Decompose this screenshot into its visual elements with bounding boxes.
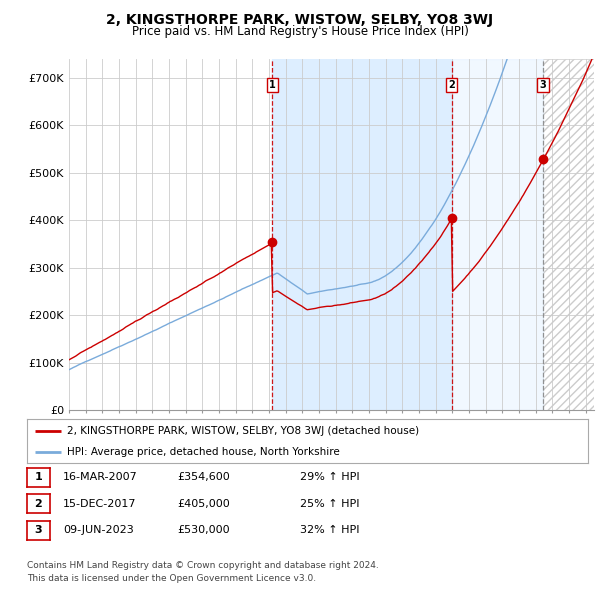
Text: 2: 2 xyxy=(35,499,42,509)
Text: 1: 1 xyxy=(35,473,42,482)
Text: Contains HM Land Registry data © Crown copyright and database right 2024.
This d: Contains HM Land Registry data © Crown c… xyxy=(27,562,379,583)
Bar xyxy=(452,59,543,410)
Text: HPI: Average price, detached house, North Yorkshire: HPI: Average price, detached house, Nort… xyxy=(67,447,340,457)
Text: 3: 3 xyxy=(539,80,547,90)
Text: 2, KINGSTHORPE PARK, WISTOW, SELBY, YO8 3WJ: 2, KINGSTHORPE PARK, WISTOW, SELBY, YO8 … xyxy=(106,13,494,27)
Text: 16-MAR-2007: 16-MAR-2007 xyxy=(63,473,138,482)
Text: Price paid vs. HM Land Registry's House Price Index (HPI): Price paid vs. HM Land Registry's House … xyxy=(131,25,469,38)
Text: 1: 1 xyxy=(269,80,276,90)
Text: 09-JUN-2023: 09-JUN-2023 xyxy=(63,526,134,535)
Text: 2: 2 xyxy=(448,80,455,90)
Text: £405,000: £405,000 xyxy=(177,499,230,509)
Text: £354,600: £354,600 xyxy=(177,473,230,482)
Bar xyxy=(543,59,594,410)
Text: 3: 3 xyxy=(35,526,42,535)
Text: £530,000: £530,000 xyxy=(177,526,230,535)
Text: 25% ↑ HPI: 25% ↑ HPI xyxy=(300,499,359,509)
Text: 15-DEC-2017: 15-DEC-2017 xyxy=(63,499,137,509)
Text: 29% ↑ HPI: 29% ↑ HPI xyxy=(300,473,359,482)
Text: 2, KINGSTHORPE PARK, WISTOW, SELBY, YO8 3WJ (detached house): 2, KINGSTHORPE PARK, WISTOW, SELBY, YO8 … xyxy=(67,427,419,436)
Text: 32% ↑ HPI: 32% ↑ HPI xyxy=(300,526,359,535)
Bar xyxy=(272,59,452,410)
